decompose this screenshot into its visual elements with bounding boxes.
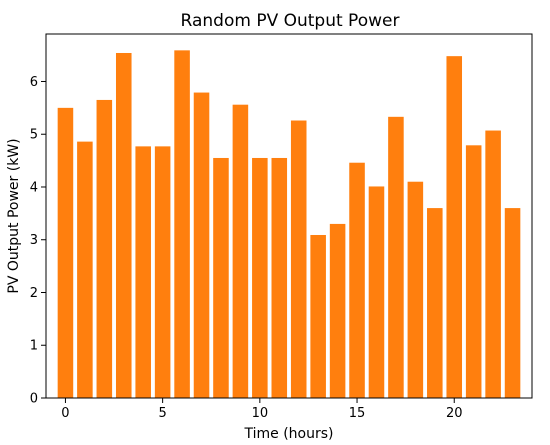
x-tick-label: 5 (158, 406, 166, 421)
y-tick-label: 0 (30, 392, 38, 407)
x-tick-label: 10 (252, 406, 269, 421)
bar-hour-17 (388, 116, 404, 399)
bar-hour-4 (135, 146, 151, 398)
bar-hour-6 (174, 50, 190, 398)
bar-hour-14 (329, 223, 346, 398)
bar-hour-19 (427, 208, 443, 398)
y-axis-label: PV Output Power (kW) (6, 138, 22, 293)
bar-hour-21 (465, 145, 482, 398)
bar-hour-20 (446, 56, 463, 398)
bar-hour-16 (368, 186, 385, 398)
bar-hour-1 (77, 141, 93, 399)
plot-frame (45, 33, 533, 399)
bar-hour-0 (57, 107, 74, 398)
axes-group (45, 33, 533, 399)
y-tick-label: 2 (30, 286, 38, 301)
bar-hour-3 (115, 52, 132, 398)
bar-hour-7 (193, 92, 210, 398)
bar-hour-9 (232, 104, 249, 399)
y-tick-label: 5 (30, 128, 38, 143)
y-tick-label: 6 (30, 75, 38, 90)
y-tick-label: 4 (30, 180, 38, 195)
x-tick-label: 20 (446, 406, 463, 421)
bar-hour-8 (213, 157, 229, 398)
y-tick-label: 1 (30, 339, 38, 354)
bar-hour-22 (485, 130, 501, 398)
bar-hour-5 (154, 146, 171, 398)
bars-group (57, 50, 521, 399)
bar-hour-12 (290, 120, 307, 399)
bar-hour-2 (96, 99, 113, 399)
x-axis-label: Time (hours) (244, 426, 334, 442)
bar-hour-15 (349, 162, 365, 398)
x-ticks: 0 5 10 15 20 (61, 398, 463, 421)
x-tick-label: 15 (349, 406, 366, 421)
chart-title: Random PV Output Power (181, 11, 400, 31)
bar-hour-10 (252, 157, 268, 398)
y-tick-label: 3 (30, 233, 38, 248)
x-tick-label: 0 (61, 406, 69, 421)
y-ticks: 0 1 2 3 4 5 6 (30, 75, 46, 407)
bar-hour-23 (504, 208, 521, 398)
bar-hour-11 (271, 157, 288, 398)
bar-hour-18 (407, 181, 424, 398)
bar-hour-13 (310, 234, 326, 398)
